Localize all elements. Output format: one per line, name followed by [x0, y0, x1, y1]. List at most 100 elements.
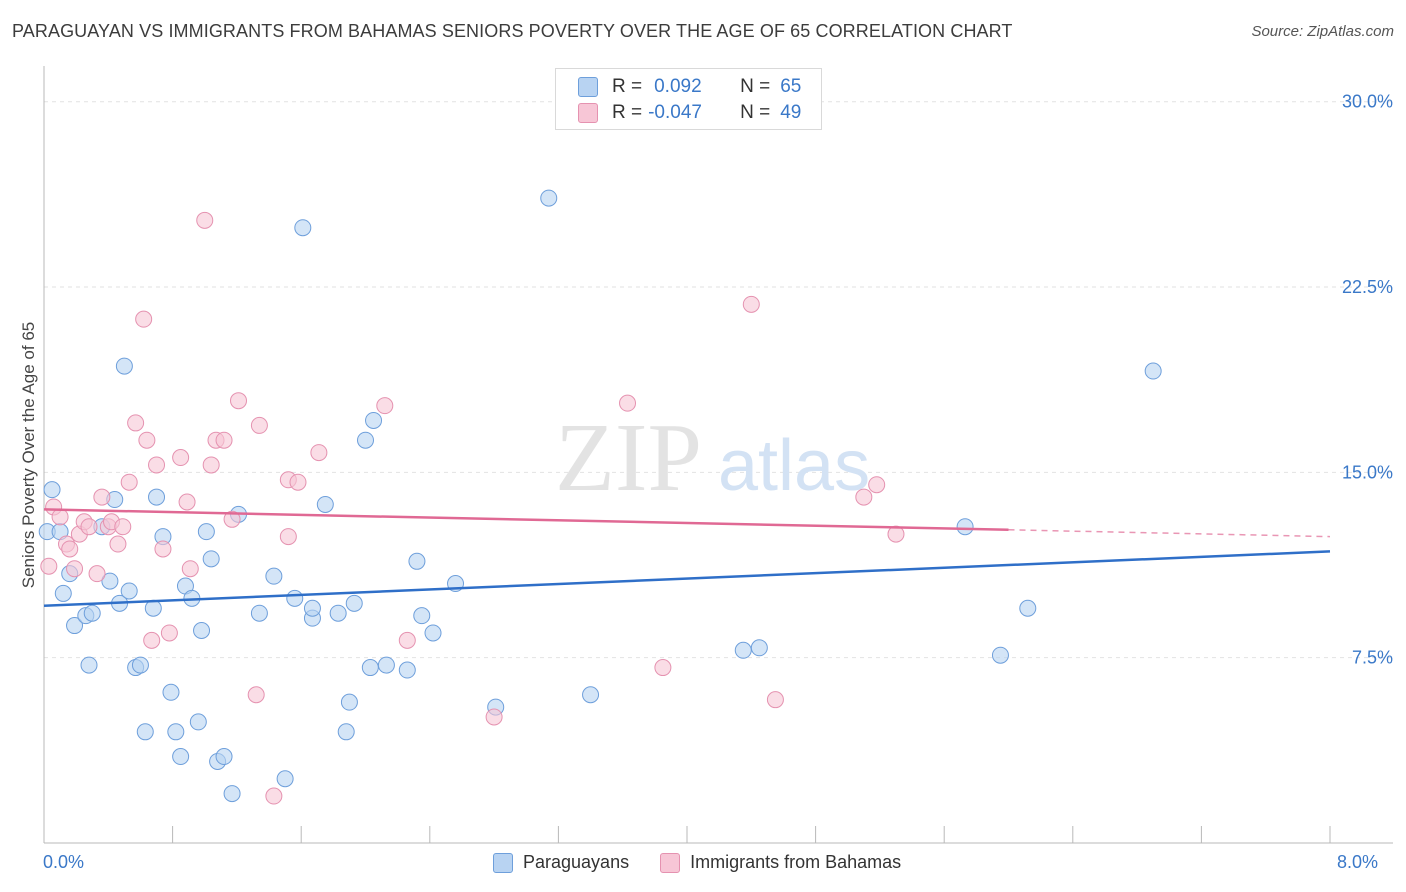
bahamas-point [250, 416, 268, 434]
x-tick-label-min: 0.0% [43, 852, 85, 872]
bahamas-point [61, 540, 79, 558]
paraguayan-point [101, 572, 119, 590]
paraguayan-point [377, 656, 395, 674]
bahamas-point [868, 476, 886, 494]
legend-swatch-blue [578, 77, 598, 97]
axis-layer [43, 66, 1393, 844]
paraguayan-point [316, 495, 334, 513]
bahamas-point [178, 493, 196, 511]
y-tick-label: 22.5% [1342, 277, 1393, 297]
y-tick-label: 15.0% [1342, 462, 1393, 482]
bahamas-point [855, 488, 873, 506]
paraguayan-point [424, 624, 442, 642]
series-legend-label: Immigrants from Bahamas [690, 852, 902, 872]
paraguayan-point [167, 723, 185, 741]
points-layer [38, 189, 1162, 805]
paraguayan-point [197, 523, 215, 541]
y-tick-label: 7.5% [1352, 648, 1393, 668]
bahamas-point [887, 525, 905, 543]
paraguayan-point [337, 723, 355, 741]
legend-n-value: 49 [780, 102, 802, 123]
bahamas-point [766, 691, 784, 709]
legend-r-label: R = [612, 102, 643, 123]
paraguayan-point [131, 656, 149, 674]
paraguayan-point [43, 481, 61, 499]
chart-title: PARAGUAYAN VS IMMIGRANTS FROM BAHAMAS SE… [12, 21, 1013, 41]
legend-r-value: -0.047 [648, 102, 702, 123]
bahamas-point [215, 431, 233, 449]
bahamas-point [310, 444, 328, 462]
paraguayan-point [83, 604, 101, 622]
paraguayan-point [115, 357, 133, 375]
bahamas-point [742, 295, 760, 313]
paraguayan-point [148, 488, 166, 506]
paraguayan-point [540, 189, 558, 207]
paraguayan-point [294, 219, 312, 237]
legend-swatch-blue [493, 852, 513, 873]
paraguayan-point [144, 599, 162, 617]
legend-n-label: N = [740, 102, 771, 123]
x-tick-label-max: 8.0% [1337, 852, 1379, 872]
bahamas-point [160, 624, 178, 642]
trend-layer [43, 508, 1331, 608]
bahamas-point [109, 535, 127, 553]
legend-n-label: N = [740, 76, 771, 97]
paraguayan-point [357, 431, 374, 449]
legend-swatch-pink [660, 852, 681, 873]
paraguayan-point [66, 617, 84, 635]
paraguayan-point [54, 584, 72, 602]
y-axis-label: Seniors Poverty Over the Age of 65 [19, 321, 38, 589]
paraguayan-point [223, 785, 241, 803]
paraguayan-point [202, 550, 220, 568]
bahamas-point [172, 449, 190, 467]
paraguayan-point [80, 656, 98, 674]
paraguayan-point [340, 693, 358, 711]
legend-swatch-pink [578, 103, 598, 123]
paraguayan-point [193, 621, 211, 639]
paraguayan-point [991, 646, 1009, 664]
legend-n-value: 65 [780, 76, 802, 97]
bahamas-point [127, 414, 145, 432]
bahamas-point [148, 456, 166, 474]
watermark: ZIP atlas [555, 404, 870, 512]
series-legend-bahamas[interactable]: Immigrants from Bahamas [660, 852, 901, 873]
legend-r-label: R = [612, 76, 643, 97]
series-legend: Paraguayans Immigrants from Bahamas [493, 852, 932, 873]
paraguayan-point [172, 748, 190, 766]
paraguayan-point [1019, 599, 1037, 617]
paraguayan-point [582, 686, 600, 704]
legend-row-paraguayans: R = 0.092 N = 65 [578, 76, 801, 98]
bahamas-point [143, 631, 161, 649]
paraguayan-point [956, 518, 974, 536]
legend-row-bahamas: R = -0.047 N = 49 [578, 102, 801, 124]
paraguayan-trend-line [43, 550, 1331, 608]
bahamas-point [88, 565, 106, 583]
bahamas-point [114, 518, 132, 536]
paraguayan-point [361, 659, 379, 677]
grid-layer [44, 101, 1393, 659]
paraguayan-point [734, 641, 752, 659]
bahamas-point [181, 560, 199, 578]
bahamas-point [247, 686, 265, 704]
bahamas-point [654, 659, 672, 677]
bahamas-point [202, 456, 220, 474]
paraguayan-point [329, 604, 347, 622]
bahamas-point [230, 392, 248, 410]
bahamas-point [376, 397, 394, 415]
paraguayan-point [136, 723, 154, 741]
bahamas-point [93, 488, 111, 506]
legend-r-value: 0.092 [654, 76, 702, 97]
series-legend-paraguayans[interactable]: Paraguayans [493, 852, 629, 873]
bahamas-point [398, 631, 416, 649]
source-label: Source: ZipAtlas.com [1251, 23, 1394, 40]
paraguayan-point [303, 599, 321, 617]
bahamas-point [279, 528, 297, 546]
y-tick-label: 30.0% [1342, 92, 1393, 112]
paraguayan-point [286, 589, 304, 607]
bahamas-point [619, 394, 637, 412]
paraguayan-point [215, 748, 233, 766]
series-legend-label: Paraguayans [523, 852, 630, 872]
paraguayan-point [276, 770, 294, 788]
bahamas-trend-line-extension [1008, 529, 1331, 538]
